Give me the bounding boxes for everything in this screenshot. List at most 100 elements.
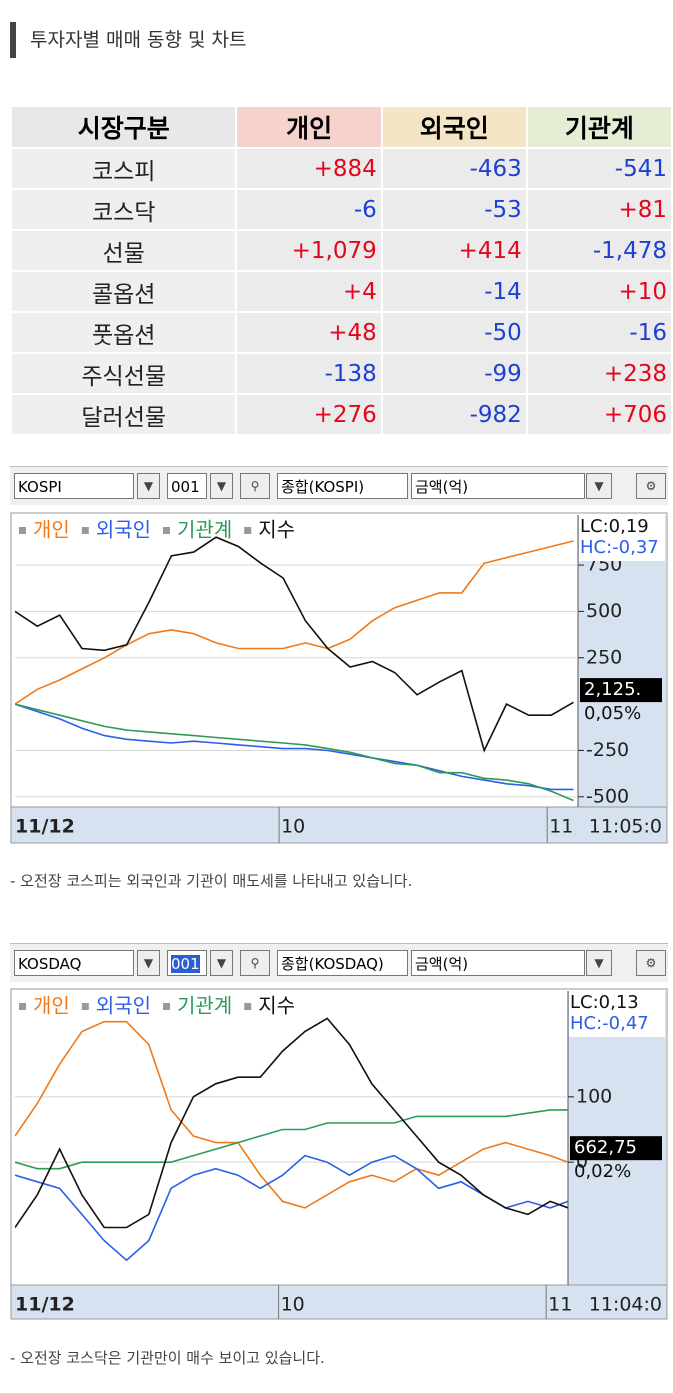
legend-label: 외국인 [96,994,151,1018]
change-label: 0,02% [574,1161,631,1182]
value-cell: +276 [235,393,383,436]
x-axis-panel [10,1284,668,1320]
legend-label: 외국인 [96,518,151,542]
value-cell: +706 [525,393,673,436]
x-tick-label: 11 [548,1294,572,1316]
value-cell: -14 [380,270,528,313]
value-cell: -99 [380,352,528,395]
code-input[interactable]: 001 [167,473,207,499]
lc-bg [569,991,665,1037]
y-tick-label: -250 [586,739,629,761]
value-cell: -6 [235,188,383,231]
caption: - 오전장 코스피는 외국인과 기관이 매도세를 나타내고 있습니다. [10,872,413,890]
change-label: 0,05% [584,703,641,724]
legend-label: 기관계 [177,994,232,1018]
legend-label: 지수 [258,994,295,1018]
hc-label: HC:-0,47 [570,1013,649,1034]
y-tick-label: 100 [576,1085,612,1107]
code-text: 001 [171,955,200,973]
legend-label: 개인 [33,518,70,542]
index-name: 종합(KOSDAQ) [277,950,408,976]
index-box [570,1136,662,1161]
series-line [15,703,574,791]
series-line [15,1154,568,1262]
index-label: 662,75 [574,1137,637,1158]
chart-frame [10,512,668,844]
value-cell: -138 [235,352,383,395]
settings-button[interactable]: ⚙ [636,473,666,499]
legend-swatch [163,527,171,534]
toolbar: KOSDAQ ▼ 001 ▼ ⚲ 종합(KOSDAQ) 금액(억) ▼ ⚙ [10,943,668,982]
x-tick-label: 11 [549,816,573,838]
legend-swatch [81,1003,89,1010]
series-line [15,703,574,802]
value-cell: +414 [380,229,528,272]
search-button[interactable]: ⚲ [240,473,270,499]
market-cell: 풋옵션 [9,311,238,354]
value-cell: +4 [235,270,383,313]
unit-select[interactable]: 금액(억) [411,473,585,499]
legend-swatch [81,527,89,534]
legend-label: 기관계 [177,518,232,542]
value-cell: -16 [525,311,673,354]
table-row: 달러선물 +276 -982 +706 [9,393,673,436]
value-cell: +238 [525,352,673,395]
value-cell: +81 [525,188,673,231]
series-line [15,540,574,705]
column-header: 외국인 [380,105,528,149]
unit-select[interactable]: 금액(억) [411,950,585,976]
market-cell: 선물 [9,229,238,272]
dropdown-button[interactable]: ▼ [137,473,160,499]
series-line [15,1017,568,1229]
dropdown-button[interactable]: ▼ [210,950,233,976]
market-select[interactable]: KOSPI [14,473,134,499]
hc-label: HC:-0,37 [580,537,659,558]
y-tick-label: 500 [586,600,622,622]
series-line [15,536,574,753]
legend-swatch [244,527,252,534]
market-cell: 코스피 [9,147,238,190]
time-label: 11:04:0 [589,1294,662,1316]
header-row: 시장구분 개인 외국인 기관계 [9,105,673,149]
table-row: 코스피 +884 -463 -541 [9,147,673,190]
index-label: 2,125. [584,679,641,700]
chart-frame [10,988,668,1320]
market-cell: 콜옵션 [9,270,238,313]
value-cell: +1,079 [235,229,383,272]
dropdown-button[interactable]: ▼ [137,950,160,976]
settings-button[interactable]: ⚙ [636,950,666,976]
value-cell: -53 [380,188,528,231]
legend-label: 개인 [33,994,70,1018]
value-cell: +10 [525,270,673,313]
dropdown-button[interactable]: ▼ [586,950,612,976]
legend-label: 지수 [258,518,295,542]
column-header: 기관계 [525,105,673,149]
lc-label: LC:0,19 [580,516,649,537]
table-row: 주식선물 -138 -99 +238 [9,352,673,395]
column-header: 개인 [235,105,383,149]
search-button[interactable]: ⚲ [240,950,270,976]
lc-label: LC:0,13 [570,992,639,1013]
caption: - 오전장 코스닥은 기관만이 매수 보이고 있습니다. [10,1349,325,1367]
x-tick-label: 11/12 [15,816,75,838]
time-label: 11:05:0 [589,816,662,838]
table-row: 풋옵션 +48 -50 -16 [9,311,673,354]
x-tick-label: 11/12 [15,1294,75,1316]
y-tick-label: 250 [586,646,622,668]
market-cell: 달러선물 [9,393,238,436]
market-select[interactable]: KOSDAQ [14,950,134,976]
value-cell: +884 [235,147,383,190]
value-cell: -50 [380,311,528,354]
column-header: 시장구분 [9,105,238,149]
x-axis-panel [10,806,668,844]
index-name: 종합(KOSPI) [277,473,408,499]
dropdown-button[interactable]: ▼ [586,473,612,499]
dropdown-button[interactable]: ▼ [210,473,233,499]
value-cell: -982 [380,393,528,436]
code-input[interactable]: 001 [167,950,207,976]
table-row: 콜옵션 +4 -14 +10 [9,270,673,313]
legend-swatch [19,1003,26,1010]
y-tick-label: -500 [586,785,629,807]
